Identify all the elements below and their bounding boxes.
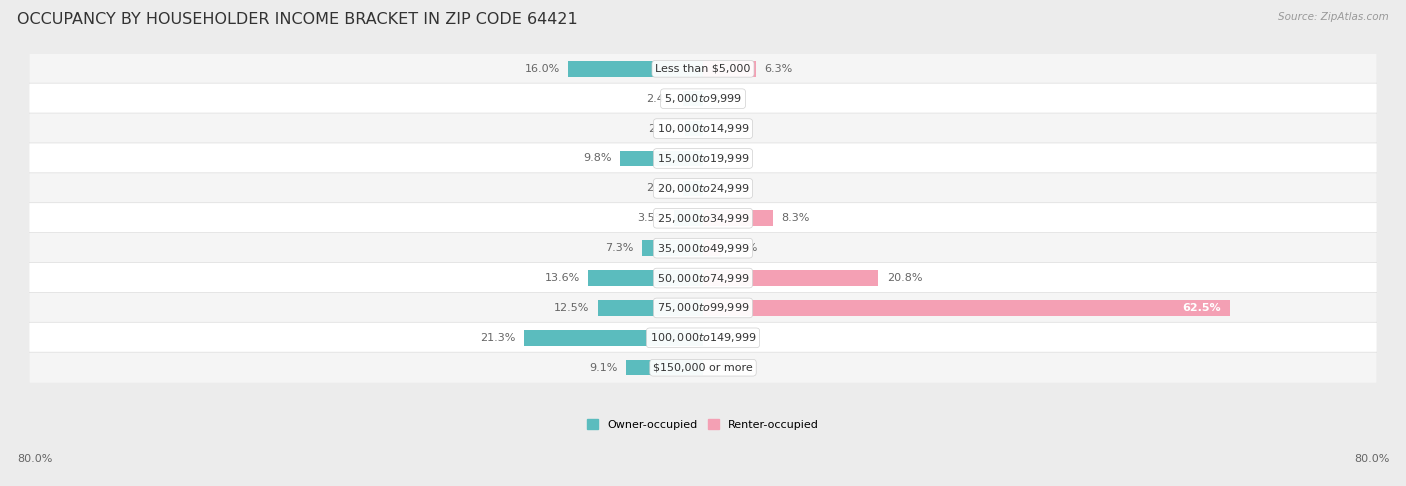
Text: 2.4%: 2.4% [645,183,675,193]
Text: 12.5%: 12.5% [554,303,589,313]
Bar [703,61,756,77]
Text: 2.1%: 2.1% [730,243,758,253]
Bar [641,241,703,256]
Text: 2.4%: 2.4% [645,94,675,104]
Text: 0.0%: 0.0% [711,94,740,104]
Text: 9.8%: 9.8% [583,154,612,163]
Bar [703,241,721,256]
Text: 21.3%: 21.3% [479,333,515,343]
Bar [626,360,703,376]
Text: 0.0%: 0.0% [711,333,740,343]
Text: 2.1%: 2.1% [648,123,676,134]
FancyBboxPatch shape [30,113,1376,144]
Text: 16.0%: 16.0% [524,64,560,74]
Text: $75,000 to $99,999: $75,000 to $99,999 [657,301,749,314]
Text: $50,000 to $74,999: $50,000 to $74,999 [657,272,749,284]
Legend: Owner-occupied, Renter-occupied: Owner-occupied, Renter-occupied [586,419,820,430]
Bar [703,270,879,286]
FancyBboxPatch shape [30,173,1376,204]
FancyBboxPatch shape [30,203,1376,234]
Bar [685,121,703,137]
FancyBboxPatch shape [30,293,1376,324]
Bar [589,270,703,286]
Bar [683,181,703,196]
Text: 62.5%: 62.5% [1182,303,1220,313]
Text: 7.3%: 7.3% [605,243,633,253]
Text: 3.5%: 3.5% [637,213,665,223]
FancyBboxPatch shape [30,143,1376,174]
Text: $150,000 or more: $150,000 or more [654,363,752,373]
Text: 0.0%: 0.0% [711,363,740,373]
FancyBboxPatch shape [30,233,1376,264]
Text: 8.3%: 8.3% [782,213,810,223]
Text: 6.3%: 6.3% [765,64,793,74]
FancyBboxPatch shape [30,83,1376,114]
Bar [523,330,703,346]
Text: Source: ZipAtlas.com: Source: ZipAtlas.com [1278,12,1389,22]
Text: OCCUPANCY BY HOUSEHOLDER INCOME BRACKET IN ZIP CODE 64421: OCCUPANCY BY HOUSEHOLDER INCOME BRACKET … [17,12,578,27]
Bar [598,300,703,316]
Text: $15,000 to $19,999: $15,000 to $19,999 [657,152,749,165]
Text: $10,000 to $14,999: $10,000 to $14,999 [657,122,749,135]
FancyBboxPatch shape [30,262,1376,294]
Text: $25,000 to $34,999: $25,000 to $34,999 [657,212,749,225]
FancyBboxPatch shape [30,53,1376,85]
Text: 0.0%: 0.0% [711,154,740,163]
Text: Less than $5,000: Less than $5,000 [655,64,751,74]
Bar [703,210,773,226]
Text: 0.0%: 0.0% [711,183,740,193]
Text: $35,000 to $49,999: $35,000 to $49,999 [657,242,749,255]
Text: $100,000 to $149,999: $100,000 to $149,999 [650,331,756,344]
Text: 80.0%: 80.0% [17,454,52,464]
Text: 0.0%: 0.0% [711,123,740,134]
Bar [703,300,1229,316]
Bar [568,61,703,77]
FancyBboxPatch shape [30,352,1376,383]
Text: 9.1%: 9.1% [589,363,617,373]
Text: 20.8%: 20.8% [887,273,922,283]
FancyBboxPatch shape [30,322,1376,353]
Text: $5,000 to $9,999: $5,000 to $9,999 [664,92,742,105]
Bar [620,151,703,166]
Bar [683,91,703,106]
Text: 80.0%: 80.0% [1354,454,1389,464]
Text: $20,000 to $24,999: $20,000 to $24,999 [657,182,749,195]
Bar [673,210,703,226]
Text: 13.6%: 13.6% [544,273,581,283]
